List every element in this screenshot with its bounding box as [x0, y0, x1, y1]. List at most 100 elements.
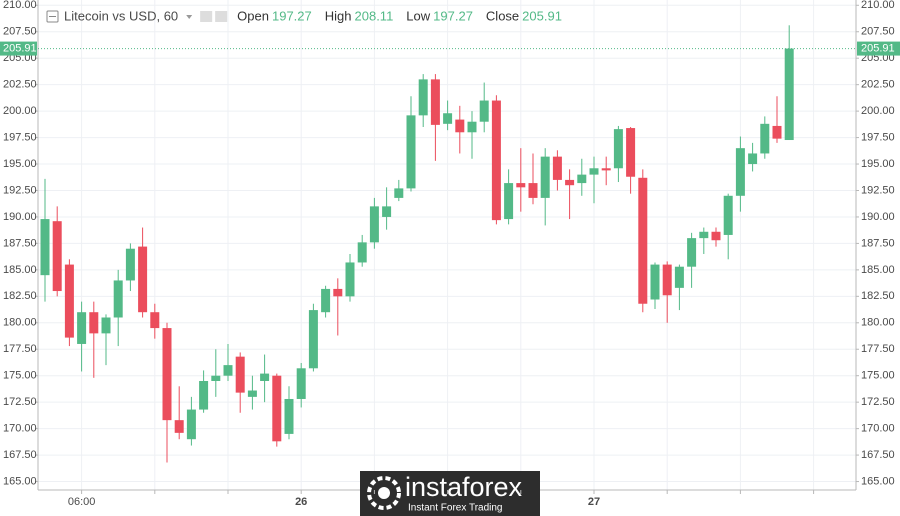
y-tick-label: 180.00 — [3, 317, 37, 329]
y-tick-label: 172.50 — [3, 396, 37, 408]
ohlc-label: Close — [486, 8, 519, 23]
y-tick-label-right: 187.50 — [861, 237, 895, 249]
candle-body — [577, 174, 587, 184]
candle-body — [589, 168, 599, 175]
y-tick-label: 167.50 — [3, 449, 37, 461]
y-tick-label-right: 172.50 — [861, 396, 895, 408]
candle-body — [516, 183, 526, 188]
y-tick-label: 202.50 — [3, 79, 37, 91]
price-tag-right — [857, 41, 900, 56]
y-tick-label: 190.00 — [3, 211, 37, 223]
candle-body — [674, 266, 684, 288]
watermark-brand: instaforex — [405, 472, 523, 502]
y-tick-label-right: 185.00 — [861, 264, 895, 276]
candle-body — [760, 123, 770, 154]
candle-body — [333, 288, 343, 297]
candle-body — [113, 280, 123, 318]
candle-body — [626, 128, 636, 177]
candle-body — [321, 288, 331, 313]
ohlc-label: Open — [237, 8, 269, 23]
candle-body — [772, 125, 782, 139]
candle-body — [101, 317, 111, 334]
candle-body — [308, 310, 318, 369]
candle-body — [406, 115, 416, 189]
candle-body — [443, 113, 453, 124]
candle-body — [418, 79, 428, 116]
candle-body — [504, 183, 514, 220]
candle-body — [247, 390, 257, 397]
candle-body — [89, 312, 99, 334]
candle-body — [125, 248, 135, 281]
y-tick-label-right: 167.50 — [861, 449, 895, 461]
candle-body — [272, 375, 282, 442]
x-tick-label: 27 — [588, 496, 600, 508]
candle-body — [52, 221, 62, 292]
y-tick-label: 182.50 — [3, 290, 37, 302]
y-tick-label-right: 165.00 — [861, 475, 895, 487]
y-tick-label-right: 195.00 — [861, 158, 895, 170]
dropdown-arrow[interactable] — [186, 15, 193, 19]
y-tick-label-right: 192.50 — [861, 184, 895, 196]
x-tick-label: 26 — [295, 496, 307, 508]
candle-body — [235, 356, 245, 393]
candle-body — [711, 231, 721, 241]
y-tick-label-right: 190.00 — [861, 211, 895, 223]
y-tick-label: 185.00 — [3, 264, 37, 276]
watermark-logo-core — [378, 487, 390, 499]
candle-body — [211, 375, 221, 381]
ohlc-value: 197.27 — [433, 8, 473, 23]
candle-body — [162, 328, 172, 421]
candle-body — [552, 156, 562, 180]
candle-body — [455, 119, 465, 133]
candle-body — [479, 100, 489, 122]
watermark: instaforex Instant Forex Trading — [360, 471, 540, 516]
candle-body — [565, 179, 575, 186]
candle-body — [723, 195, 733, 235]
candle-body — [467, 121, 477, 133]
ohlc-label: High — [325, 8, 352, 23]
y-tick-label: 192.50 — [3, 184, 37, 196]
grid — [38, 0, 856, 490]
candle-body — [369, 206, 379, 243]
y-tick-label: 200.00 — [3, 105, 37, 117]
y-tick-label: 177.50 — [3, 343, 37, 355]
y-tick-label-right: 197.50 — [861, 131, 895, 143]
candle-body — [662, 264, 672, 296]
y-tick-label: 170.00 — [3, 423, 37, 435]
candle-body — [138, 246, 148, 313]
ohlc-value: 197.27 — [272, 8, 312, 23]
candle-body — [650, 264, 660, 300]
candle-body — [199, 380, 209, 410]
watermark-tagline: Instant Forex Trading — [408, 503, 503, 514]
close-icon[interactable] — [215, 11, 228, 22]
collapse-icon[interactable] — [46, 10, 59, 23]
settings-icon[interactable] — [200, 11, 213, 22]
candle-body — [748, 153, 758, 165]
candle-body — [345, 262, 355, 297]
candle-body — [601, 168, 611, 171]
y-tick-label: 210.00 — [3, 0, 37, 11]
y-tick-label-right: 177.50 — [861, 343, 895, 355]
candle-body — [77, 312, 87, 344]
y-tick-label-right: 180.00 — [861, 317, 895, 329]
y-tick-label-right: 182.50 — [861, 290, 895, 302]
y-tick-label-right: 207.50 — [861, 26, 895, 38]
price-tag-left-label: 205.91 — [3, 42, 37, 54]
candle-body — [296, 368, 306, 399]
candle-body — [540, 156, 550, 198]
candle-body — [430, 79, 440, 125]
candle-body — [735, 148, 745, 196]
candle-body — [186, 409, 196, 440]
candle-body — [357, 242, 367, 263]
candle-body — [394, 188, 404, 198]
candle-body — [40, 219, 50, 276]
candle-body — [382, 206, 392, 217]
candle-body — [174, 420, 184, 433]
y-tick-label-right: 210.00 — [861, 0, 895, 11]
price-tag-right-label: 205.91 — [861, 42, 895, 54]
candle-body — [150, 312, 160, 329]
ohlc-label: Low — [406, 8, 430, 23]
